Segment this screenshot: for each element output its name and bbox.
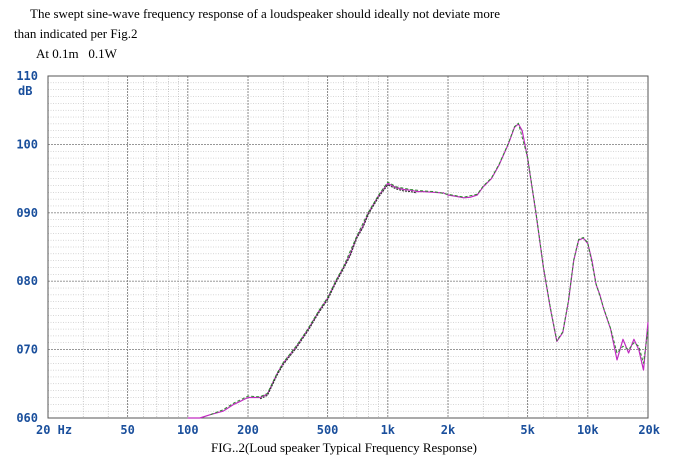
- caption-line-2: than indicated per Fig.2: [14, 26, 138, 41]
- plot-frame: [47, 75, 649, 419]
- y-tick-label: 090: [16, 206, 38, 220]
- x-tick-label: 10k: [577, 423, 599, 437]
- y-axis-unit-label: dB: [18, 84, 32, 98]
- x-tick-label: 20 Hz: [36, 423, 72, 437]
- y-tick-label: 110: [16, 69, 38, 83]
- x-tick-label: 50: [120, 423, 134, 437]
- series-layer: [187, 122, 649, 419]
- series-line-1: [187, 123, 649, 419]
- x-tick-label: 2k: [441, 423, 456, 437]
- x-tick-label: 200: [237, 423, 259, 437]
- series-line-2: [210, 122, 649, 416]
- series-line-dark-overlay: [259, 184, 418, 400]
- y-tick-label: 080: [16, 274, 38, 288]
- y-tick-label: 100: [16, 137, 38, 151]
- y-tick-label: 060: [16, 411, 38, 425]
- x-tick-label: 500: [317, 423, 339, 437]
- y-tick-label: 070: [16, 343, 38, 357]
- x-tick-label: 5k: [520, 423, 535, 437]
- x-tick-label: 20k: [638, 423, 660, 437]
- grid-minor: [48, 76, 648, 418]
- measurement-condition: At 0.1m 0.1W: [36, 46, 117, 61]
- x-tick-label: 100: [177, 423, 199, 437]
- caption-line-1: The swept sine-wave frequency response o…: [30, 6, 501, 21]
- figure-caption: FIG..2(Loud speaker Typical Frequency Re…: [211, 440, 478, 455]
- x-tick-label: 1k: [381, 423, 396, 437]
